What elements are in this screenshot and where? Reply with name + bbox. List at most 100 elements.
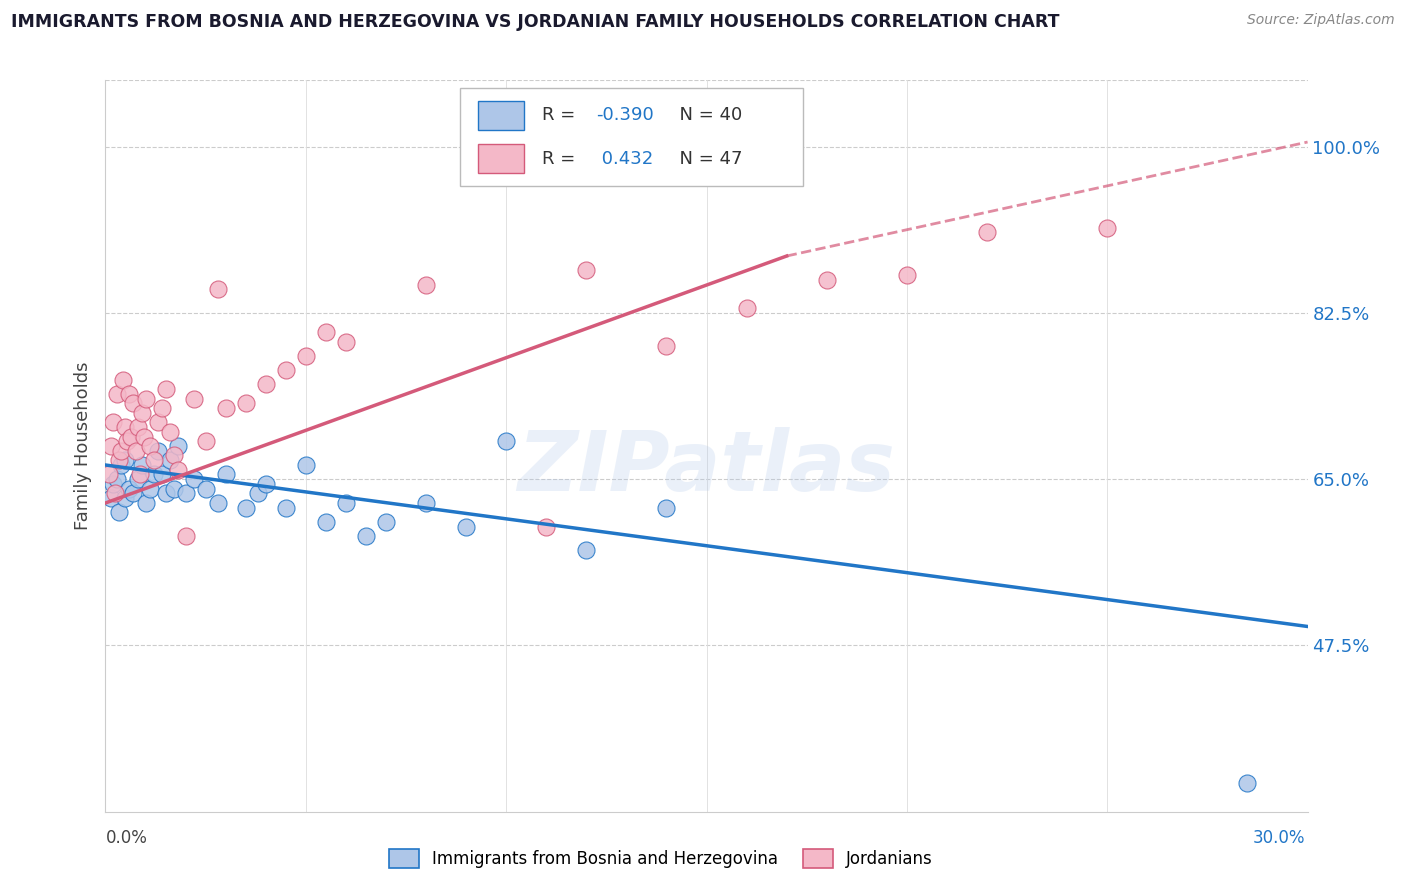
Point <box>108 453 131 467</box>
Point <box>110 443 132 458</box>
Point <box>315 515 337 529</box>
Point <box>214 401 236 415</box>
Point <box>162 449 184 463</box>
Point <box>118 482 141 496</box>
Point <box>132 429 155 443</box>
Text: N = 47: N = 47 <box>668 150 742 168</box>
Text: 0.432: 0.432 <box>596 150 654 168</box>
Point <box>108 506 131 520</box>
Text: IMMIGRANTS FROM BOSNIA AND HERZEGOVINA VS JORDANIAN FAMILY HOUSEHOLDS CORRELATIO: IMMIGRANTS FROM BOSNIA AND HERZEGOVINA V… <box>11 13 1060 31</box>
Point <box>135 496 157 510</box>
Point <box>495 434 517 449</box>
Point <box>315 325 337 339</box>
Point <box>122 396 145 410</box>
Point <box>295 458 318 472</box>
Point <box>107 472 129 486</box>
Point <box>254 377 277 392</box>
Point <box>655 500 678 515</box>
Point <box>104 486 127 500</box>
Point <box>575 263 598 277</box>
Point <box>127 472 149 486</box>
Point <box>155 486 177 500</box>
Point <box>98 467 121 482</box>
Point <box>150 467 173 482</box>
Point <box>155 382 177 396</box>
Point <box>142 453 165 467</box>
Point <box>274 363 297 377</box>
Text: 30.0%: 30.0% <box>1253 829 1305 847</box>
Point <box>235 500 257 515</box>
Point <box>142 467 165 482</box>
Point <box>110 458 132 472</box>
Point <box>124 443 146 458</box>
Point <box>183 472 205 486</box>
Y-axis label: Family Households: Family Households <box>73 362 91 530</box>
Point <box>575 543 598 558</box>
FancyBboxPatch shape <box>460 87 803 186</box>
Point <box>214 467 236 482</box>
Point <box>103 415 125 429</box>
Text: R =: R = <box>541 150 581 168</box>
Point <box>207 496 229 510</box>
FancyBboxPatch shape <box>478 144 524 173</box>
Point <box>100 439 122 453</box>
Point <box>114 453 136 467</box>
Point <box>174 486 197 500</box>
Point <box>166 463 188 477</box>
Point <box>194 434 217 449</box>
Point <box>335 496 357 510</box>
Point <box>135 392 157 406</box>
Point <box>138 482 160 496</box>
Text: R =: R = <box>541 106 581 124</box>
Point <box>131 458 153 472</box>
Point <box>735 301 758 316</box>
Point <box>976 225 998 239</box>
Text: 0.0%: 0.0% <box>105 829 148 847</box>
Point <box>162 482 184 496</box>
Point <box>896 268 918 282</box>
Point <box>146 443 169 458</box>
Point <box>146 415 169 429</box>
Point <box>235 396 257 410</box>
Point <box>114 420 136 434</box>
Point <box>1236 776 1258 790</box>
Point <box>118 386 141 401</box>
Point <box>254 477 277 491</box>
Point <box>150 401 173 415</box>
Point <box>138 439 160 453</box>
Legend: Immigrants from Bosnia and Herzegovina, Jordanians: Immigrants from Bosnia and Herzegovina, … <box>382 842 939 875</box>
Point <box>194 482 217 496</box>
Point <box>655 339 678 353</box>
Point <box>127 420 149 434</box>
Point <box>166 439 188 453</box>
FancyBboxPatch shape <box>478 101 524 130</box>
Point <box>117 434 139 449</box>
Point <box>159 425 181 439</box>
Point <box>122 486 145 500</box>
Point <box>174 529 197 543</box>
Point <box>107 386 129 401</box>
Point <box>131 406 153 420</box>
Point <box>415 496 437 510</box>
Text: Source: ZipAtlas.com: Source: ZipAtlas.com <box>1247 13 1395 28</box>
Point <box>114 491 136 506</box>
Point <box>121 429 143 443</box>
Point <box>183 392 205 406</box>
Point <box>415 277 437 292</box>
Point <box>112 372 135 386</box>
Point <box>246 486 269 500</box>
Point <box>207 282 229 296</box>
Point <box>100 491 122 506</box>
Point <box>159 453 181 467</box>
Point <box>128 467 150 482</box>
Text: ZIPatlas: ZIPatlas <box>517 427 896 508</box>
Point <box>103 477 125 491</box>
Text: N = 40: N = 40 <box>668 106 742 124</box>
Point <box>374 515 398 529</box>
Point <box>456 520 478 534</box>
Text: -0.390: -0.390 <box>596 106 654 124</box>
Point <box>815 273 838 287</box>
Point <box>335 334 357 349</box>
Point <box>295 349 318 363</box>
Point <box>1097 220 1119 235</box>
